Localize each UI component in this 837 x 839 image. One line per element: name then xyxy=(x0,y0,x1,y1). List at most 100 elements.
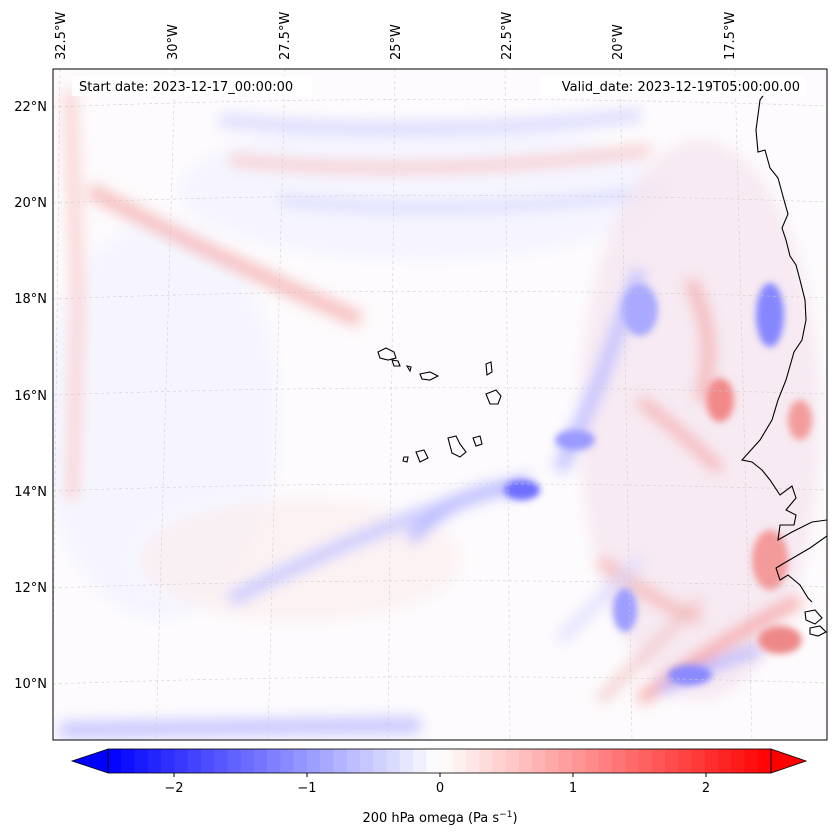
colorbar-bin xyxy=(399,749,414,773)
omega-feature xyxy=(668,665,712,685)
island-outline xyxy=(447,435,467,458)
colorbar-bin xyxy=(717,749,732,773)
omega-feature xyxy=(684,277,714,402)
colorbar-extend-high xyxy=(770,748,808,774)
parallel-line xyxy=(53,483,827,492)
colorbar-ticks xyxy=(173,773,707,777)
colorbar-bin xyxy=(346,749,361,773)
colorbar-bin xyxy=(280,749,295,773)
colorbar-bin xyxy=(306,749,321,773)
lat-label: 10°N xyxy=(14,677,47,692)
colorbar-bin xyxy=(757,749,772,773)
parallel-line xyxy=(53,387,827,396)
colorbar-bin xyxy=(731,749,745,773)
island-outline xyxy=(485,389,502,405)
parallel-line xyxy=(53,194,827,204)
colorbar-bin xyxy=(598,749,613,773)
meridian-line xyxy=(619,69,633,740)
island-outline xyxy=(402,456,409,463)
colorbar-bin xyxy=(558,749,573,773)
island-outline xyxy=(415,449,429,463)
island-outline xyxy=(809,625,827,637)
colorbar-bin xyxy=(108,749,122,773)
lat-label: 20°N xyxy=(14,196,47,211)
lat-label: 14°N xyxy=(14,485,47,500)
parallel-line xyxy=(53,676,827,685)
colorbar-bin xyxy=(572,749,586,773)
colorbar-bin xyxy=(545,749,560,773)
meridian-line xyxy=(504,69,511,740)
omega-feature xyxy=(555,430,595,450)
omega-feature xyxy=(86,183,363,327)
island-outline xyxy=(485,361,493,376)
colorbar-bin xyxy=(625,749,639,773)
colorbar-bin xyxy=(439,749,454,773)
colorbar-bin xyxy=(267,749,281,773)
colorbar-bin xyxy=(240,749,255,773)
omega-feature xyxy=(59,717,421,738)
colorbar-bin xyxy=(744,749,759,773)
valid-date-label: Valid_date: 2023-12-19T05:00:00.00 xyxy=(562,80,800,95)
colorbar-bin xyxy=(704,749,719,773)
colorbar-label: 200 hPa omega (Pa s−1) xyxy=(362,810,517,826)
africa-coastline xyxy=(775,535,827,603)
omega-feature xyxy=(752,530,788,590)
coastlines xyxy=(377,85,827,637)
lat-label: 22°N xyxy=(14,100,47,115)
colorbar-bin xyxy=(664,749,679,773)
colorbar-bin xyxy=(519,749,533,773)
latitude-labels: 22°N 20°N 18°N 16°N 14°N 12°N 10°N xyxy=(14,100,47,692)
colorbar-bin xyxy=(691,749,706,773)
colorbar-bin xyxy=(452,749,467,773)
graticule xyxy=(53,69,827,740)
colorbar-bin xyxy=(678,749,692,773)
colorbar-bin xyxy=(320,749,334,773)
colorbar-tick-label: −2 xyxy=(164,781,183,796)
colorbar: −2 −1 0 1 2 200 hPa omega (Pa s−1) xyxy=(70,748,808,826)
omega-feature xyxy=(758,626,802,654)
lon-label: 30°W xyxy=(166,24,181,60)
meridian-line xyxy=(734,69,753,740)
colorbar-bin xyxy=(147,749,162,773)
island-outline xyxy=(391,359,401,367)
meridian-line xyxy=(387,69,396,740)
lat-label: 18°N xyxy=(14,292,47,307)
island-outline xyxy=(405,365,412,373)
colorbar-bin xyxy=(200,749,215,773)
lon-label: 17.5°W xyxy=(723,12,738,60)
omega-feature xyxy=(756,283,784,347)
omega-feature xyxy=(622,284,658,336)
colorbar-bin xyxy=(532,749,546,773)
island-outline xyxy=(804,609,823,625)
colorbar-tick-label: 1 xyxy=(569,781,577,796)
parallel-line xyxy=(53,580,827,589)
parallel-line xyxy=(53,98,827,108)
colorbar-bin xyxy=(505,749,520,773)
omega-feature xyxy=(597,597,703,703)
lon-label: 22.5°W xyxy=(500,12,515,60)
lon-label: 27.5°W xyxy=(278,12,293,60)
lon-label: 25°W xyxy=(389,24,404,60)
colorbar-bin xyxy=(161,749,175,773)
omega-feature xyxy=(557,557,643,643)
colorbar-bin xyxy=(585,749,600,773)
colorbar-bin xyxy=(333,749,348,773)
map-frame xyxy=(52,68,828,741)
colorbar-bin xyxy=(638,749,653,773)
colorbar-bin xyxy=(121,749,135,773)
omega-feature xyxy=(613,588,637,632)
omega-feature xyxy=(229,145,651,173)
omega-field xyxy=(53,89,820,738)
map-panel[interactable]: Start date: 2023-12-17_00:00:00 Valid_da… xyxy=(40,68,828,741)
omega-feature xyxy=(504,480,540,500)
meridian-line xyxy=(267,69,286,740)
colorbar-extend-low xyxy=(70,748,109,774)
start-date-box xyxy=(72,76,312,96)
colorbar-bin xyxy=(466,749,480,773)
lat-label: 16°N xyxy=(14,389,47,404)
colorbar-bin xyxy=(253,749,268,773)
colorbar-bin xyxy=(293,749,308,773)
omega-feature xyxy=(788,400,812,440)
colorbar-bin xyxy=(373,749,387,773)
omega-feature xyxy=(64,89,85,501)
